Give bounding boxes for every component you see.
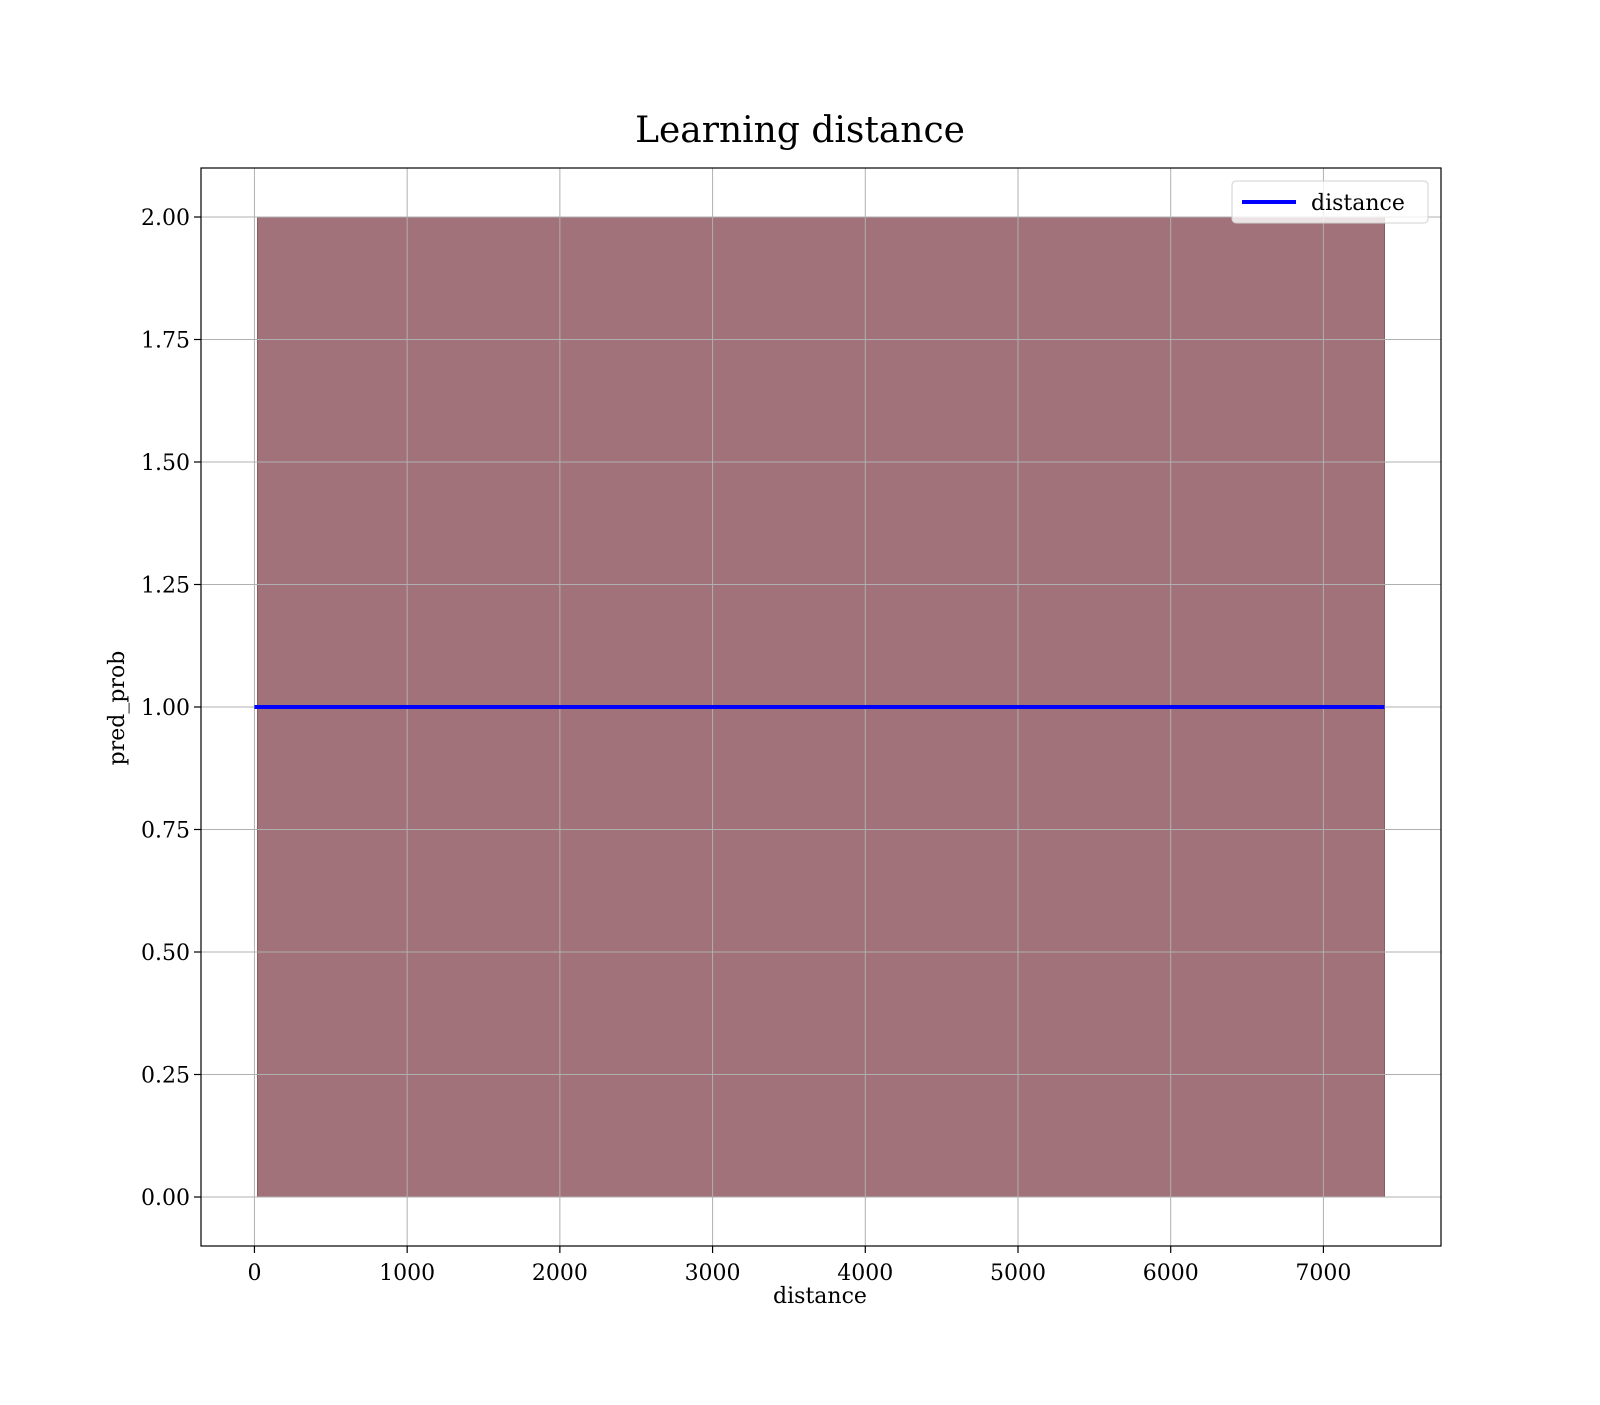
x-tick-label-6: 6000: [1143, 1261, 1199, 1286]
x-tick-label-2: 2000: [532, 1261, 588, 1286]
y-tick-label-0: 0.00: [141, 1186, 190, 1211]
y-tick-label-8: 2.00: [141, 206, 190, 231]
y-tick-label-6: 1.50: [141, 451, 190, 476]
x-tick-label-5: 5000: [990, 1261, 1046, 1286]
legend-label-0: distance: [1311, 191, 1405, 216]
y-tick-label-7: 1.75: [141, 329, 190, 354]
y-tick-label-5: 1.25: [141, 574, 190, 599]
x-axis-label: distance: [773, 1284, 867, 1309]
x-tick-label-1: 1000: [379, 1261, 435, 1286]
y-tick-label-1: 0.25: [141, 1064, 190, 1089]
x-tick-label-0: 0: [247, 1261, 261, 1286]
y-tick-label-3: 0.75: [141, 819, 190, 844]
y-axis-label: pred_prob: [105, 651, 130, 766]
y-tick-label-2: 0.50: [141, 941, 190, 966]
x-tick-label-3: 3000: [685, 1261, 741, 1286]
x-tick-label-4: 4000: [837, 1261, 893, 1286]
legend-box: [1231, 180, 1429, 224]
x-tick-label-7: 7000: [1295, 1261, 1351, 1286]
chart-title: Learning distance: [635, 110, 965, 151]
y-tick-label-4: 1.00: [141, 696, 190, 721]
plot-area: 0 1000 2000 3000 4000 5000 6000 7000 0.00 0.25 0.5…: [141, 167, 1442, 1286]
